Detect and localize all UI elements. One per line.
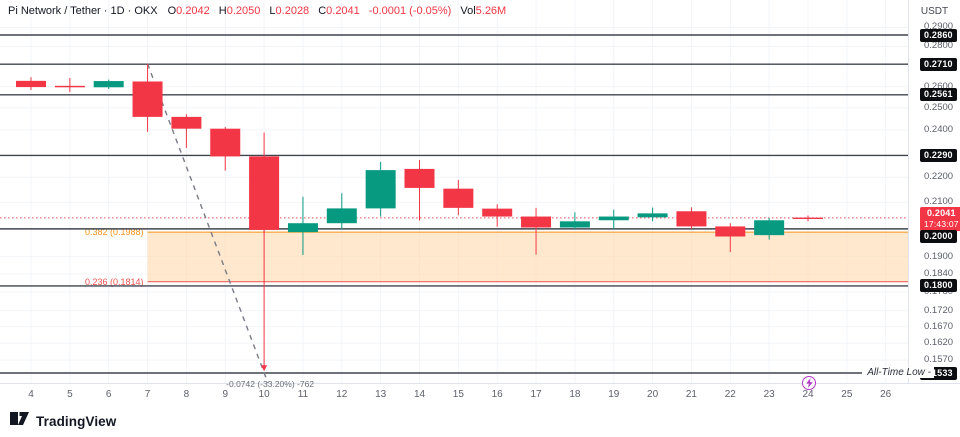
time-axis-label: 23 xyxy=(763,389,775,400)
measure-tool-label: -0.0742 (-33.20%) -762 xyxy=(226,379,315,389)
time-axis-label: 11 xyxy=(297,389,309,400)
time-axis-label: 20 xyxy=(647,389,659,400)
time-axis-label: 19 xyxy=(608,389,620,400)
price-tick-label: 0.1840 xyxy=(924,268,954,280)
candle-day-20 xyxy=(637,207,668,222)
tradingview-logo-text: TradingView xyxy=(36,413,117,429)
change-value: -0.0001 (-0.05%) xyxy=(368,5,452,17)
candle-day-16 xyxy=(482,204,513,227)
time-axis-label: 4 xyxy=(28,389,34,400)
price-level-badge: 0.2860 xyxy=(920,28,957,42)
axis-currency-label: USDT xyxy=(920,6,949,17)
time-axis-label: 13 xyxy=(375,389,387,400)
time-axis[interactable]: 4 5 6 7 8 9 10 11 12 13 14 15 16 17 18 19 20 21 22 23 24 25 26 xyxy=(0,383,960,404)
price-chart[interactable]: 0.382 (0.1988) 0.236 (0.1814) xyxy=(0,0,909,384)
candle-day-10 xyxy=(249,132,280,234)
price-tick-label: 0.2800 xyxy=(924,40,954,52)
time-axis-label: 8 xyxy=(183,389,190,400)
ohlc-l: L0.2028 xyxy=(269,5,310,17)
price-level-badge: 0.2000 xyxy=(920,229,957,243)
candle-day-11 xyxy=(287,196,318,255)
time-axis-label: 21 xyxy=(685,389,697,400)
candle-day-9 xyxy=(210,127,241,171)
price-level-badge: 0.1800 xyxy=(920,279,957,293)
price-tick-label: 0.2400 xyxy=(924,124,954,136)
candle-day-12 xyxy=(326,193,357,230)
time-axis-label: 18 xyxy=(569,389,581,400)
fib-label: 0.236 (0.1814) xyxy=(85,277,144,287)
ohlc-o: O0.2042 xyxy=(167,5,210,17)
fib-band[interactable] xyxy=(147,232,909,282)
candle-day-24 xyxy=(793,215,823,222)
volume-label: Vol xyxy=(460,5,476,17)
candle-day-19 xyxy=(598,209,629,230)
candle-day-8 xyxy=(171,114,202,148)
time-axis-label: 17 xyxy=(530,389,542,400)
chart-pane[interactable]: 0.382 (0.1988) 0.236 (0.1814) xyxy=(0,0,909,384)
time-axis-label: 26 xyxy=(880,389,892,400)
candle-day-4 xyxy=(16,77,46,91)
ohlc-h: H0.2050 xyxy=(218,5,261,17)
price-tick-label: 0.1900 xyxy=(924,250,954,262)
time-axis-label: 6 xyxy=(105,389,112,400)
trendline[interactable] xyxy=(146,63,269,384)
countdown-timer: 17:43:07 xyxy=(924,218,959,229)
price-tick-label: 0.1670 xyxy=(924,320,954,332)
candle-day-21 xyxy=(676,207,707,229)
price-axis[interactable]: USDT 0.2900 0.2800 0.2600 0.2500 0.2400 0.220… xyxy=(908,0,960,383)
chart-legend[interactable]: Pi Network / Tether · 1D · OKX O0.2042 H0… xyxy=(8,5,515,17)
time-axis-label: 24 xyxy=(802,389,814,400)
price-tick-label: 0.1620 xyxy=(924,337,954,349)
all-time-low-label: All-Time Low - xyxy=(864,367,934,378)
ohlc-c: C0.2041 xyxy=(318,5,360,17)
candle-day-5 xyxy=(54,77,85,93)
time-axis-label: 16 xyxy=(491,389,503,400)
last-price-value: 0.2041 xyxy=(926,207,956,218)
candle-day-17 xyxy=(521,207,552,255)
tradingview-logo[interactable]: TradingView xyxy=(10,411,116,431)
flash-icon[interactable] xyxy=(802,376,816,390)
candle-day-7 xyxy=(132,63,163,132)
price-tick-label: 0.2600 xyxy=(924,80,954,92)
candle-day-6 xyxy=(93,79,124,89)
last-price-badge: 0.2041 17:43:07 xyxy=(920,206,960,231)
price-tick-label: 0.1720 xyxy=(924,304,954,316)
time-axis-label: 25 xyxy=(841,389,853,400)
symbol-title[interactable]: Pi Network / Tether · 1D · OKX xyxy=(8,5,158,17)
time-axis-label: 9 xyxy=(222,389,229,400)
time-axis-label: 7 xyxy=(144,389,151,400)
candle-day-22 xyxy=(715,223,746,253)
candle-day-14 xyxy=(404,159,435,221)
price-tick-label: 0.2900 xyxy=(924,21,954,33)
time-axis-label: 12 xyxy=(336,389,348,400)
time-axis-label: 22 xyxy=(724,389,736,400)
price-level-badge: 0.2561 xyxy=(920,88,957,102)
time-axis-label: 14 xyxy=(413,389,426,400)
candle-day-18 xyxy=(559,212,590,230)
tradingview-logo-icon xyxy=(10,411,29,431)
volume-value: 5.26M xyxy=(475,5,507,17)
price-level-badge: 0.2710 xyxy=(920,57,957,71)
candle-day-23 xyxy=(754,217,785,240)
price-tick-label: 0.2100 xyxy=(924,196,954,208)
measure-arrow-icon xyxy=(261,365,268,372)
price-tick-label: 0.2500 xyxy=(924,101,954,113)
candle-day-15 xyxy=(443,179,474,216)
candle-day-13 xyxy=(365,161,396,217)
time-axis-label: 5 xyxy=(67,389,73,400)
price-tick-label: 0.1570 xyxy=(924,354,954,366)
price-tick-label: 0.2200 xyxy=(924,171,954,183)
price-level-badge: 0.2290 xyxy=(920,148,957,162)
time-axis-label: 10 xyxy=(258,389,270,400)
ohlc-values: O0.2042 H0.2050 L0.2028 C0.2041 xyxy=(168,5,369,17)
time-axis-label: 15 xyxy=(452,389,464,400)
fib-label: 0.382 (0.1988) xyxy=(85,227,144,237)
